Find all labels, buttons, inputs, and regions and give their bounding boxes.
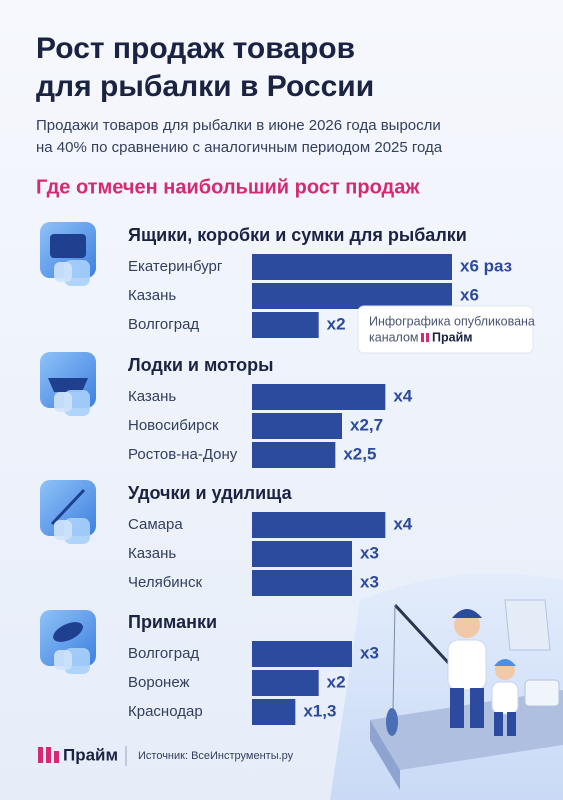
value-label: x4 <box>393 514 412 533</box>
subtitle: Продажи товаров для рыбалки в июне 2026 … <box>36 117 441 134</box>
bar <box>252 512 386 538</box>
title: для рыбалки в России <box>36 70 374 103</box>
category-label: Новосибирск <box>128 417 219 434</box>
footer: Прайм Источник: ВсеИнструменты.ру <box>38 745 294 766</box>
bar <box>252 442 336 468</box>
bar <box>252 384 386 410</box>
category-label: Самара <box>128 516 183 533</box>
note-text: Инфографика опубликована <box>369 314 535 328</box>
bar <box>252 283 452 309</box>
value-label: x2 <box>327 314 346 333</box>
bar <box>252 699 296 725</box>
value-label: x3 <box>360 643 379 662</box>
category-label: Челябинск <box>128 574 202 591</box>
category-label: Казань <box>128 388 176 405</box>
bar <box>252 254 452 280</box>
chart-title: Лодки и моторы <box>128 355 274 375</box>
title: Рост продаж товаров <box>36 32 355 65</box>
value-label: x6 <box>460 285 479 304</box>
category-label: Ростов-на-Дону <box>128 446 238 463</box>
value-label: x2 <box>327 672 346 691</box>
bar <box>252 570 352 596</box>
note-text: каналом <box>369 330 419 344</box>
source: Источник: ВсеИнструменты.ру <box>138 750 294 762</box>
category-label: Воронеж <box>128 674 190 691</box>
subtitle: на 40% по сравнению с аналогичным период… <box>36 139 443 156</box>
bar <box>252 312 319 338</box>
bar <box>252 670 319 696</box>
note-brand: Прайм <box>432 330 473 344</box>
chart-title: Удочки и удилища <box>128 483 293 503</box>
illustration <box>330 573 563 800</box>
value-label: x2,7 <box>350 415 383 434</box>
bar <box>252 641 352 667</box>
category-label: Казань <box>128 287 176 304</box>
chart-title: Приманки <box>128 612 217 632</box>
footer-brand: Прайм <box>63 745 118 764</box>
chart-title: Ящики, коробки и сумки для рыбалки <box>128 225 467 245</box>
category-label: Казань <box>128 545 176 562</box>
note: Инфографика опубликована каналом Прайм <box>357 305 535 354</box>
category-label: Волгоград <box>128 316 199 333</box>
value-label: x3 <box>360 572 379 591</box>
icons <box>40 222 96 674</box>
bar <box>252 413 342 439</box>
charts: Ящики, коробки и сумки для рыбалки Екатер… <box>128 225 512 725</box>
value-label: x1,3 <box>303 701 336 720</box>
category-label: Екатеринбург <box>128 258 223 275</box>
category-label: Краснодар <box>128 703 203 720</box>
value-label: x6 раз <box>460 256 512 275</box>
bar <box>252 541 352 567</box>
value-label: x3 <box>360 543 379 562</box>
section-title: Где отмечен наибольший рост продаж <box>36 176 420 198</box>
value-label: x2,5 <box>343 444 376 463</box>
note-card <box>357 305 534 354</box>
value-label: x4 <box>393 386 412 405</box>
category-label: Волгоград <box>128 645 199 662</box>
